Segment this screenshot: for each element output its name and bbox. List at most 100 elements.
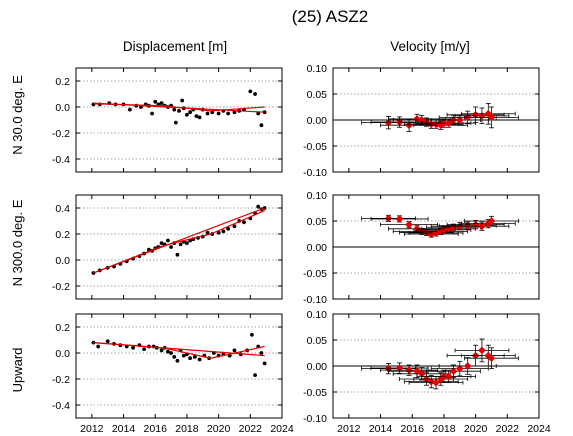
x-tick-label: 2018 <box>432 423 456 435</box>
data-point <box>166 238 170 243</box>
y-tick-label: -0.2 <box>52 128 70 140</box>
y-tick-label: 0.10 <box>307 63 328 75</box>
data-point <box>180 98 185 103</box>
data-point <box>178 242 183 247</box>
panels: 0.2 0.0 -0.2 -0.4 0.10 0.05 0.00 -0.05 -0.10 0.4 0… <box>52 63 551 435</box>
errorbar-point <box>454 107 510 125</box>
errorbar-point <box>361 115 416 130</box>
data-point <box>249 332 254 337</box>
figure-title: (25) ASZ2 <box>292 7 369 26</box>
y-tick-label: 0.2 <box>55 322 70 334</box>
data-point <box>226 226 231 231</box>
velocity-marker <box>478 111 486 120</box>
velocity-marker <box>384 118 393 127</box>
data-point <box>221 229 226 234</box>
y-tick-label: 0.05 <box>307 335 328 347</box>
y-tick-label: 0.00 <box>307 115 328 127</box>
data-point <box>96 344 101 349</box>
y-tick-label: 0.10 <box>307 190 328 202</box>
x-tick-label: 2012 <box>80 423 104 435</box>
row-label-upward: Upward <box>10 348 25 393</box>
data-point <box>105 339 110 344</box>
data-point <box>192 355 197 359</box>
data-point <box>253 92 257 96</box>
y-tick-label: -0.4 <box>52 154 70 166</box>
panel-frame <box>332 313 540 419</box>
row-label-n300: N 300.0 deg. E <box>10 199 25 286</box>
x-tick-label: 2014 <box>369 423 393 435</box>
y-tick-label: 0.00 <box>307 361 328 373</box>
velocity-marker <box>405 366 414 375</box>
y-tick-label: 0.0 <box>55 255 70 267</box>
errorbar-point <box>460 102 516 125</box>
plot-area <box>91 332 267 377</box>
errorbar-point <box>464 347 519 370</box>
y-tick-label: 0.0 <box>55 102 70 114</box>
panel-frame <box>75 194 283 300</box>
y-tick-label: -0.10 <box>303 413 327 425</box>
plot-area <box>361 338 519 390</box>
errorbar-point <box>380 220 438 229</box>
x-tick-label: 2016 <box>401 423 425 435</box>
data-point <box>205 111 210 116</box>
x-tick-label: 2014 <box>112 423 136 435</box>
data-point <box>142 347 147 351</box>
velocity-marker <box>405 220 414 229</box>
data-point <box>173 120 178 125</box>
data-point <box>232 224 237 229</box>
data-point <box>159 241 164 246</box>
data-point <box>181 353 186 358</box>
x-tick-label: 2018 <box>175 423 199 435</box>
data-point <box>172 107 177 112</box>
y-tick-label: -0.10 <box>303 294 327 306</box>
panel-velocity-up: 0.10 0.05 0.00 -0.05 -0.10 2012 2014 2016 2018 20… <box>303 309 551 435</box>
x-tick-label: 2022 <box>496 423 520 435</box>
data-point <box>169 351 173 355</box>
x-tick-label: 2022 <box>239 423 263 435</box>
column-title-velocity: Velocity [m/y] <box>390 39 470 54</box>
data-point <box>159 348 164 353</box>
data-point <box>226 111 231 116</box>
x-tick-label: 2024 <box>270 423 294 435</box>
errorbar-point <box>421 369 477 384</box>
y-tick-label: 0.4 <box>55 203 70 215</box>
data-point <box>197 357 202 362</box>
errorbar-point <box>446 220 505 230</box>
plot-area <box>361 102 519 132</box>
fit-line-2 <box>93 210 265 274</box>
data-point <box>127 107 132 112</box>
data-point <box>197 115 202 120</box>
data-point <box>150 111 154 116</box>
plot-area <box>91 204 267 275</box>
velocity-marker <box>455 116 464 124</box>
panel-frame <box>332 194 540 300</box>
y-tick-label: 0.2 <box>55 76 70 88</box>
data-point <box>185 241 189 246</box>
plot-area <box>91 89 267 128</box>
column-title-displacement: Displacement [m] <box>123 39 227 54</box>
y-tick-label: -0.2 <box>52 374 70 386</box>
y-tick-label: -0.4 <box>52 400 70 412</box>
velocity-marker <box>478 222 486 231</box>
data-point <box>216 111 221 116</box>
x-tick-label: 2020 <box>464 423 488 435</box>
velocity-marker <box>484 351 493 360</box>
velocity-marker <box>444 372 453 381</box>
data-point <box>188 356 192 361</box>
errorbar-point <box>464 215 519 227</box>
errorbar-point <box>454 221 510 231</box>
plot-area <box>361 214 519 238</box>
y-tick-label: -0.05 <box>303 268 327 280</box>
x-tick-label: 2024 <box>527 423 551 435</box>
data-point <box>256 111 261 116</box>
data-point <box>153 99 158 104</box>
errorbar-point <box>361 214 416 223</box>
data-point <box>159 101 164 105</box>
data-point <box>253 373 257 377</box>
velocity-marker <box>487 217 496 225</box>
y-tick-label: -0.2 <box>52 281 70 293</box>
data-point <box>169 245 173 249</box>
data-point <box>194 114 199 118</box>
data-point <box>172 355 177 359</box>
errorbar-point <box>426 364 481 378</box>
